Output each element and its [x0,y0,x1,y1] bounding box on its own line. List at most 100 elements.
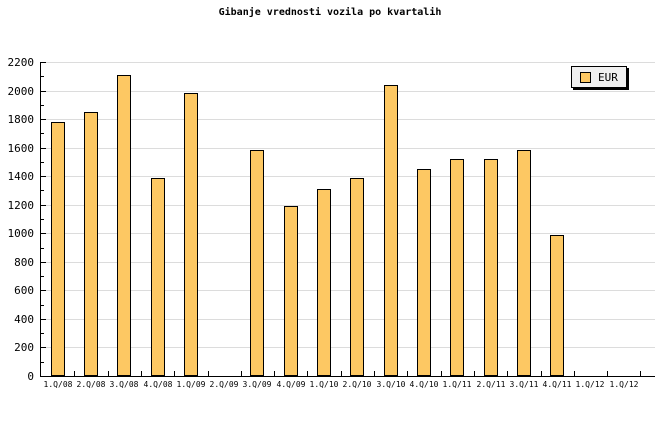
x-axis-label: 1.Q/09 [176,380,206,389]
y-gridline [41,176,655,177]
y-axis-label: 2200 [7,56,35,69]
y-gridline [41,205,655,206]
y-axis-label: 1800 [7,113,35,126]
x-axis-label: 1.Q/11 [442,380,472,389]
x-axis-tick [574,371,575,376]
bar [384,85,398,376]
y-axis-label: 400 [14,313,34,326]
y-gridline [41,319,655,320]
y-gridline [41,119,655,120]
y-axis-minor-tick [41,105,44,106]
x-axis-label: 1.Q/10 [309,380,339,389]
chart-title: Gibanje vrednosti vozila po kvartalih [218,7,442,18]
x-axis-label: 3.Q/08 [109,380,139,389]
y-axis-label: 200 [14,341,34,354]
x-axis-tick [74,371,75,376]
x-axis-tick [474,371,475,376]
x-axis-label: 2.Q/10 [342,380,372,389]
y-axis-minor-tick [41,362,44,363]
y-axis-minor-tick [41,276,44,277]
x-axis-label: 2.Q/08 [76,380,106,389]
y-axis-label: 1600 [7,142,35,155]
bar [350,178,364,376]
x-axis-label: 4.Q/09 [276,380,306,389]
y-gridline [41,91,655,92]
y-axis-label: 600 [14,284,34,297]
y-axis-minor-tick [41,333,44,334]
bar [417,169,431,376]
y-axis-tick [41,176,46,177]
legend-series-label: EUR [598,70,618,84]
y-axis-tick [41,290,46,291]
x-axis-label: 1.Q/08 [43,380,73,389]
y-axis-label: 0 [27,370,34,383]
y-axis-minor-tick [41,162,44,163]
y-axis-tick [41,62,46,63]
x-axis-tick [274,371,275,376]
x-axis-tick [441,371,442,376]
bar [450,159,464,376]
y-axis-tick [41,347,46,348]
y-axis-minor-tick [41,133,44,134]
y-gridline [41,62,655,63]
y-gridline [41,148,655,149]
x-axis-tick [640,371,641,376]
x-axis-tick [108,371,109,376]
y-gridline [41,262,655,263]
x-axis-line [40,376,655,377]
bar [51,122,65,376]
y-axis-tick [41,148,46,149]
bar [317,189,331,376]
x-axis-label: 3.Q/10 [376,380,406,389]
x-axis-label: 3.Q/11 [509,380,539,389]
y-gridline [41,290,655,291]
y-axis-tick [41,319,46,320]
y-axis-tick [41,376,46,377]
y-axis-line [40,62,41,377]
y-axis-minor-tick [41,76,44,77]
x-axis-tick [241,371,242,376]
bar [151,178,165,376]
x-axis-label: 4.Q/10 [409,380,439,389]
x-axis-tick [341,371,342,376]
x-axis-label: 4.Q/11 [542,380,572,389]
y-axis-tick [41,233,46,234]
x-axis-tick [307,371,308,376]
x-axis-tick [607,371,608,376]
y-gridline [41,347,655,348]
bar [484,159,498,376]
x-axis-label: 1.Q/12 [575,380,605,389]
y-axis-minor-tick [41,248,44,249]
y-axis-minor-tick [41,219,44,220]
x-axis-tick [374,371,375,376]
y-axis-tick [41,119,46,120]
y-axis-minor-tick [41,190,44,191]
bar [284,206,298,376]
y-gridline [41,233,655,234]
bar [117,75,131,376]
y-axis-label: 1000 [7,227,35,240]
x-axis-label: 1.Q/12 [609,380,639,389]
y-axis-label: 800 [14,256,34,269]
bar [250,150,264,376]
x-axis-tick [541,371,542,376]
y-axis-tick [41,205,46,206]
bar [517,150,531,376]
y-axis-label: 2000 [7,85,35,98]
y-axis-label: 1200 [7,199,35,212]
x-axis-tick [174,371,175,376]
y-axis-tick [41,91,46,92]
legend: EUR [571,66,627,88]
x-axis-label: 4.Q/08 [143,380,173,389]
bar [550,235,564,376]
x-axis-tick [407,371,408,376]
y-axis-tick [41,262,46,263]
x-axis-tick [208,371,209,376]
y-axis-label: 1400 [7,170,35,183]
bar [84,112,98,376]
legend-color-swatch-icon [580,71,591,83]
x-axis-tick [141,371,142,376]
x-axis-tick [507,371,508,376]
x-axis-label: 3.Q/09 [242,380,272,389]
